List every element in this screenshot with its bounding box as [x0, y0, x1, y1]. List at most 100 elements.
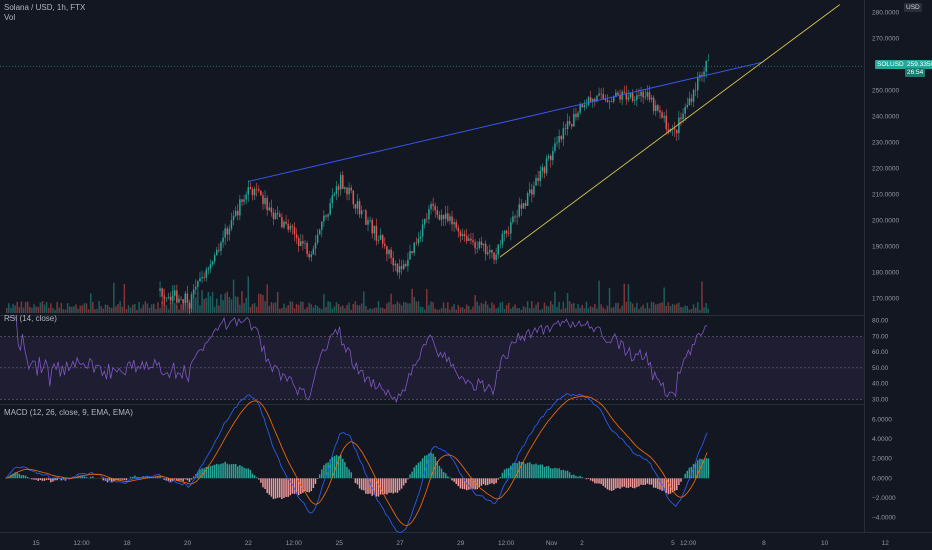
macd-histogram-bar	[188, 478, 191, 482]
macd-histogram-bar	[342, 458, 344, 479]
candle-body	[535, 178, 537, 186]
volume-bar	[440, 308, 443, 313]
currency-badge[interactable]: USD	[904, 3, 922, 12]
candle-body	[438, 214, 441, 220]
volume-bar	[684, 305, 686, 313]
candle-body	[419, 236, 422, 239]
volume-bar	[199, 305, 201, 313]
candle-body	[497, 244, 499, 255]
macd-histogram-bar	[16, 472, 18, 479]
candle-body	[457, 227, 460, 232]
price-tick-label: 250.0000	[872, 87, 899, 94]
volume-bar	[461, 307, 464, 313]
macd-histogram-bar	[102, 478, 105, 481]
volume-bar	[165, 304, 168, 313]
macd-histogram-bar	[293, 478, 296, 494]
volume-bar	[125, 309, 128, 313]
candle-body	[329, 203, 331, 215]
candle-body	[644, 96, 647, 98]
candle-body	[274, 213, 277, 219]
volume-bar	[533, 308, 535, 313]
volume-bar	[337, 304, 340, 313]
volume-bar	[211, 292, 214, 313]
macd-histogram-bar	[457, 478, 460, 487]
candle-body	[285, 221, 287, 224]
macd-histogram-bar	[694, 463, 697, 479]
volume-bar	[279, 308, 281, 313]
candle-body	[335, 186, 338, 194]
macd-histogram-bar	[232, 464, 235, 479]
volume-bar	[415, 301, 418, 313]
macd-histogram-bar	[356, 478, 359, 485]
macd-histogram-bar	[449, 477, 451, 479]
candle-body	[258, 189, 260, 191]
volume-bar	[213, 306, 216, 313]
volume-bar	[146, 303, 149, 313]
candle-body	[241, 199, 243, 202]
candle-body	[617, 92, 619, 95]
macd-histogram-bar	[241, 466, 243, 479]
candle-body	[222, 237, 224, 243]
macd-histogram-bar	[591, 478, 594, 482]
candle-body	[251, 189, 254, 196]
volume-bar	[253, 302, 256, 313]
volume-bar	[451, 306, 453, 313]
candle-body	[306, 243, 308, 255]
volume-bar	[150, 304, 153, 313]
macd-histogram-bar	[182, 478, 184, 482]
volume-bar	[386, 303, 388, 313]
candle-body	[591, 98, 594, 102]
volume-bar	[392, 304, 394, 313]
volume-bar	[75, 304, 77, 313]
volume-bar	[184, 301, 187, 313]
macd-line	[5, 393, 708, 534]
candle-body	[289, 226, 292, 230]
macd-histogram-bar	[268, 478, 271, 495]
volume-bar	[493, 304, 495, 313]
macd-histogram-bar	[321, 469, 323, 479]
volume-bar	[629, 301, 632, 313]
volume-bar	[268, 305, 271, 313]
macd-histogram-bar	[186, 478, 189, 481]
candle-body	[203, 276, 205, 278]
volume-bar	[459, 307, 462, 313]
macd-histogram-bar	[671, 478, 674, 493]
volume-bar	[701, 281, 703, 313]
candle-body	[415, 242, 418, 244]
volume-bar	[371, 309, 373, 313]
macd-histogram-bar	[274, 478, 277, 499]
volume-bar	[360, 303, 363, 313]
x-tick-label: 22	[245, 540, 253, 547]
macd-histogram-bar	[610, 478, 613, 491]
macd-histogram-bar	[499, 477, 502, 479]
candle-body	[510, 222, 512, 234]
volume-bar	[140, 308, 142, 313]
macd-histogram-bar	[627, 478, 630, 488]
volume-bar	[192, 290, 195, 313]
candle-body	[623, 91, 626, 93]
volume-bar	[631, 303, 634, 313]
candle-body	[688, 98, 691, 106]
volume-bar	[669, 305, 672, 313]
candle-body	[589, 97, 592, 102]
volume-bar	[142, 304, 145, 313]
candle-body	[325, 215, 327, 217]
volume-bar	[497, 307, 499, 313]
candle-body	[463, 233, 466, 236]
macd-histogram-bar	[619, 478, 621, 489]
macd-histogram-bar	[373, 478, 376, 495]
volume-bar	[390, 293, 392, 313]
candle-body	[363, 210, 365, 212]
candle-body	[224, 228, 226, 238]
volume-bar	[688, 309, 691, 313]
candle-body	[690, 98, 693, 102]
candle-body	[640, 91, 642, 96]
macd-histogram-bar	[524, 463, 527, 479]
candle-body	[503, 230, 506, 234]
candle-body	[562, 128, 565, 140]
macd-histogram-bar	[549, 468, 552, 479]
macd-histogram-bar	[85, 477, 88, 479]
volume-bar	[587, 308, 590, 313]
macd-histogram-bar	[216, 463, 218, 479]
